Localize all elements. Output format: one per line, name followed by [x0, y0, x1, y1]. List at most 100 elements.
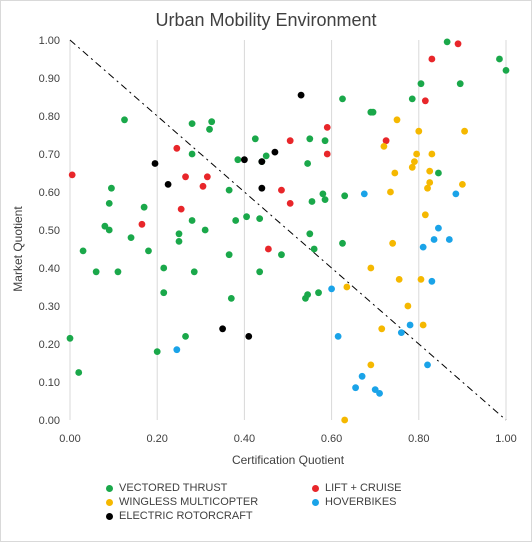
data-point-electric-rotorcraft [151, 160, 159, 167]
legend-label: LIFT + CRUISE [325, 482, 402, 494]
x-tick-labels: 0.00 0.20 0.40 0.60 0.80 1.00 [59, 433, 516, 445]
data-point-vectored-thrust [310, 245, 318, 253]
legend-item-lift-cruise: LIFT + CRUISE [312, 482, 402, 494]
data-point-vectored-thrust [256, 215, 264, 223]
data-point-lift-cruise [286, 137, 294, 145]
data-point-vectored-thrust [208, 118, 216, 126]
data-point-hoverbikes [376, 390, 383, 397]
y-tick-label: 0.80 [39, 111, 60, 123]
data-point-vectored-thrust [234, 156, 242, 164]
data-point-vectored-thrust [256, 268, 264, 276]
data-point-vectored-thrust [153, 348, 161, 355]
legend-marker [312, 484, 319, 492]
data-point-electric-rotorcraft [241, 156, 248, 164]
data-point-hoverbikes [430, 236, 438, 243]
legend-item-wingless-multicopter: WINGLESS MULTICOPTER [106, 496, 258, 508]
data-point-lift-cruise [68, 171, 76, 179]
data-point-vectored-thrust [306, 135, 314, 143]
legend-item-hoverbikes: HOVERBIKES [312, 496, 397, 508]
data-point-vectored-thrust [496, 55, 503, 63]
data-point-vectored-thrust [232, 217, 240, 224]
x-axis-title: Certification Quotient [232, 453, 345, 467]
data-point-vectored-thrust [304, 291, 312, 298]
data-point-vectored-thrust [319, 190, 327, 198]
x-tick-label: 0.80 [408, 433, 429, 445]
y-tick-label: 0.40 [39, 263, 60, 275]
data-point-vectored-thrust [278, 251, 285, 259]
data-point-vectored-thrust [443, 38, 451, 46]
data-point-wingless-multicopter [461, 127, 468, 135]
data-point-lift-cruise [421, 97, 429, 105]
data-point-wingless-multicopter [428, 150, 436, 158]
x-tick-label: 0.60 [321, 433, 342, 445]
data-point-vectored-thrust [243, 213, 250, 221]
data-point-electric-rotorcraft [164, 181, 172, 188]
data-point-wingless-multicopter [408, 163, 416, 171]
legend-label: HOVERBIKES [325, 496, 397, 508]
data-point-lift-cruise [203, 173, 211, 181]
data-point-vectored-thrust [92, 268, 100, 276]
data-point-vectored-thrust [225, 186, 233, 194]
data-point-vectored-thrust [114, 268, 122, 276]
data-point-lift-cruise [323, 124, 331, 131]
data-point-vectored-thrust [188, 217, 196, 224]
data-point-wingless-multicopter [391, 169, 399, 177]
data-point-wingless-multicopter [367, 264, 375, 272]
data-point-wingless-multicopter [459, 181, 466, 188]
data-point-hoverbikes [435, 224, 442, 232]
data-point-vectored-thrust [306, 230, 314, 238]
data-point-vectored-thrust [75, 369, 83, 376]
data-point-wingless-multicopter [389, 239, 397, 247]
data-point-wingless-multicopter [415, 127, 423, 135]
data-point-vectored-thrust [190, 268, 198, 276]
data-point-hoverbikes [445, 236, 453, 243]
data-point-hoverbikes [397, 329, 405, 336]
y-tick-label: 0.90 [39, 73, 60, 85]
data-point-lift-cruise [286, 200, 294, 207]
data-point-electric-rotorcraft [271, 148, 279, 156]
data-point-electric-rotorcraft [219, 325, 227, 333]
data-point-vectored-thrust [188, 150, 196, 158]
data-point-wingless-multicopter [380, 143, 388, 150]
data-point-vectored-thrust [105, 226, 113, 234]
data-point-electric-rotorcraft [258, 184, 266, 192]
data-point-vectored-thrust [339, 239, 346, 247]
data-point-lift-cruise [138, 220, 146, 228]
data-point-hoverbikes [428, 277, 436, 285]
data-point-vectored-thrust [262, 152, 270, 160]
data-point-electric-rotorcraft [245, 333, 253, 340]
data-point-vectored-thrust [251, 135, 259, 143]
reference-line [69, 39, 507, 421]
series-electric-rotorcraft [151, 91, 305, 340]
data-point-lift-cruise [428, 55, 436, 63]
legend-item-vectored-thrust: VECTORED THRUST [106, 482, 227, 494]
data-point-vectored-thrust [175, 230, 183, 238]
data-point-vectored-thrust [502, 67, 510, 74]
data-point-vectored-thrust [225, 251, 233, 259]
data-point-vectored-thrust [188, 120, 196, 127]
data-point-vectored-thrust [108, 184, 115, 192]
data-point-vectored-thrust [145, 247, 152, 255]
legend-label: ELECTRIC ROTORCRAFT [119, 510, 253, 522]
data-point-lift-cruise [382, 137, 390, 145]
series-wingless-multicopter [341, 116, 468, 424]
data-point-wingless-multicopter [421, 211, 429, 219]
data-point-wingless-multicopter [417, 276, 425, 283]
data-point-wingless-multicopter [404, 302, 412, 310]
data-point-vectored-thrust [66, 334, 74, 342]
data-point-lift-cruise [454, 40, 462, 48]
data-point-vectored-thrust [408, 95, 416, 103]
data-point-wingless-multicopter [395, 276, 403, 283]
data-point-vectored-thrust [160, 289, 168, 297]
data-point-vectored-thrust [315, 289, 322, 297]
data-point-wingless-multicopter [341, 416, 349, 424]
data-point-vectored-thrust [182, 333, 189, 340]
grid-lines [69, 40, 507, 420]
data-point-vectored-thrust [79, 247, 87, 255]
y-tick-labels: 0.00 0.10 0.20 0.30 0.40 0.50 0.60 0.70 0.80 0.90… [39, 35, 60, 427]
data-point-wingless-multicopter [411, 158, 418, 166]
data-point-lift-cruise [199, 182, 207, 190]
y-tick-label: 0.70 [39, 149, 60, 161]
data-point-lift-cruise [278, 186, 285, 194]
